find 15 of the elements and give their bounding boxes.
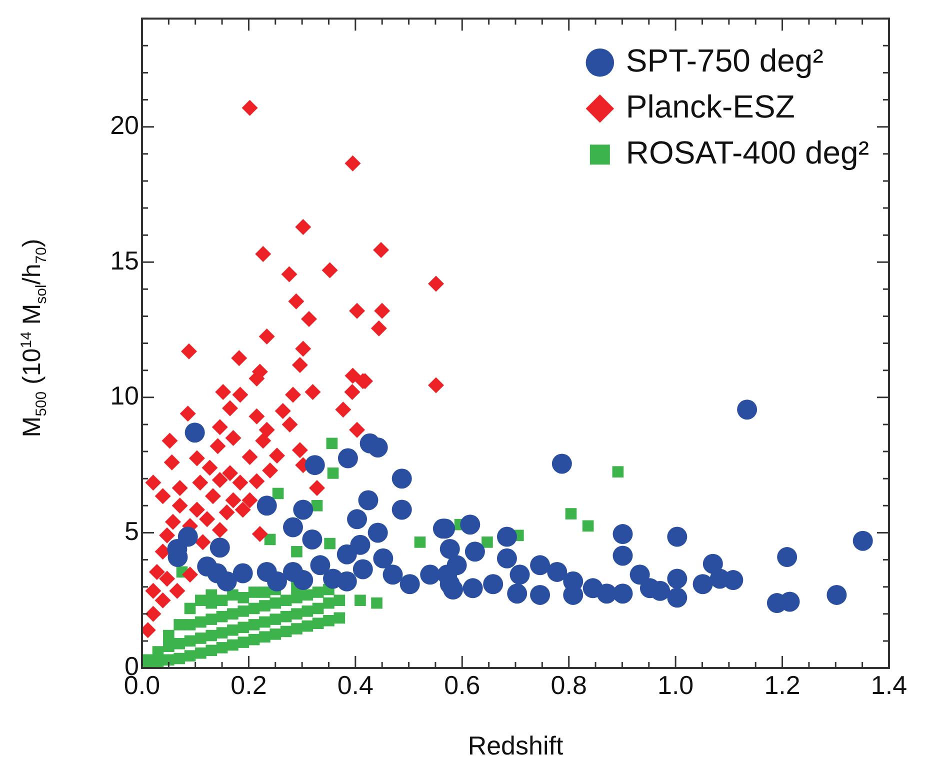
x-axis-title: Redshift bbox=[468, 730, 564, 761]
legend-label: SPT-750 deg² bbox=[626, 42, 824, 78]
x-tick-label: 1.4 bbox=[870, 670, 908, 700]
y-tick-label: 20 bbox=[110, 110, 139, 140]
x-tick-label: 0.6 bbox=[444, 670, 480, 700]
x-tick-label: 0.4 bbox=[337, 670, 374, 700]
y-tick-label: 15 bbox=[110, 245, 139, 276]
y-tick-label: 10 bbox=[110, 380, 139, 411]
x-tick-label: 0.2 bbox=[230, 670, 267, 700]
x-tick-label: 1.2 bbox=[764, 670, 800, 700]
y-tick-label: 5 bbox=[124, 516, 139, 546]
legend-label: ROSAT-400 deg² bbox=[626, 134, 870, 170]
legend-label: Planck-ESZ bbox=[626, 88, 795, 124]
x-tick-label: 1.0 bbox=[657, 670, 694, 700]
x-tick-label: 0.8 bbox=[550, 670, 587, 700]
